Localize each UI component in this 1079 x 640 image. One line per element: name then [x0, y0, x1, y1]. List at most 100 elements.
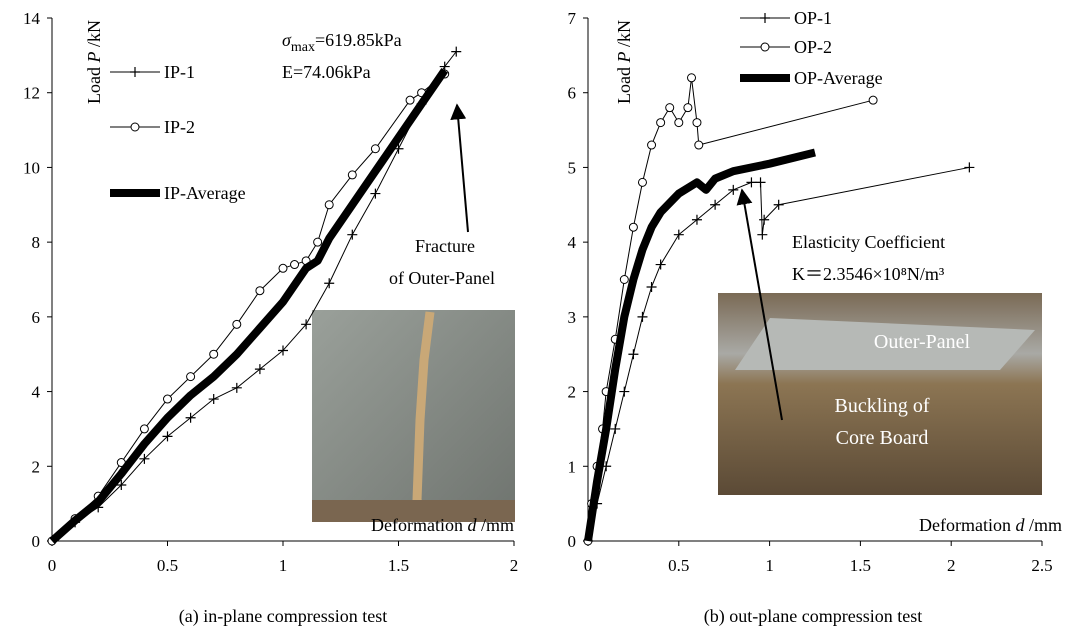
point — [656, 118, 666, 128]
y-tick-label: 1 — [568, 457, 577, 476]
point — [290, 260, 300, 270]
point — [231, 382, 242, 393]
point — [637, 311, 648, 322]
point — [674, 118, 684, 128]
y-tick-label: 4 — [32, 383, 41, 402]
point — [162, 431, 173, 442]
point — [728, 184, 739, 195]
point — [255, 286, 265, 296]
y-axis-label-part: /kN — [84, 20, 104, 52]
series-line — [584, 148, 816, 542]
point — [655, 259, 666, 270]
x-axis-label-part: d — [467, 515, 477, 535]
x-tick-label: 1 — [279, 556, 288, 575]
point — [759, 214, 770, 225]
point — [130, 122, 140, 132]
point — [370, 144, 380, 154]
annotation: of Outer-Panel — [389, 268, 495, 288]
point — [710, 199, 721, 210]
x-axis-label-part: Deformation — [371, 515, 467, 535]
y-tick-label: 12 — [23, 84, 40, 103]
point — [692, 118, 702, 128]
point — [691, 214, 702, 225]
annotation-part: max — [291, 40, 315, 55]
point — [610, 423, 621, 434]
photo-out-plane — [718, 293, 1042, 495]
point — [324, 278, 335, 289]
y-axis-label-part: Load — [84, 63, 104, 104]
point — [278, 263, 288, 273]
x-tick-label: 0 — [48, 556, 57, 575]
point — [139, 424, 149, 434]
y-tick-label: 6 — [568, 84, 577, 103]
point — [757, 229, 768, 240]
caption: (a) in-plane compression test — [179, 606, 387, 627]
point — [324, 200, 334, 210]
point — [370, 188, 381, 199]
point — [232, 319, 242, 329]
x-axis-label-part: /mm — [1024, 515, 1062, 535]
y-tick-label: 2 — [568, 383, 577, 402]
point — [637, 177, 647, 187]
point — [646, 281, 657, 292]
x-axis-label-part: d — [1015, 515, 1025, 535]
point — [755, 177, 766, 188]
arrow — [736, 188, 783, 421]
x-tick-label: 2 — [510, 556, 519, 575]
y-tick-label: 8 — [32, 233, 41, 252]
annotation: K＝2.3546×10⁸N/m³ — [792, 264, 945, 284]
point — [130, 67, 140, 77]
annotation: Elasticity Coefficient — [792, 232, 945, 252]
point — [451, 46, 462, 57]
point — [868, 95, 878, 105]
x-tick-label: 0.5 — [157, 556, 178, 575]
point — [208, 394, 219, 405]
annotation: E=74.06kPa — [282, 62, 371, 82]
point — [313, 237, 323, 247]
y-tick-label: 14 — [23, 9, 41, 28]
y-axis-label: Load P /kN — [614, 20, 634, 104]
point — [964, 162, 975, 173]
annotation: Outer-Panel — [874, 331, 971, 353]
annotation: Buckling of — [835, 395, 930, 417]
annotation-part: σ — [282, 30, 292, 50]
point — [694, 140, 704, 150]
point — [209, 349, 219, 359]
point — [628, 349, 639, 360]
point — [673, 229, 684, 240]
point — [186, 372, 196, 382]
y-axis-label-part: Load — [614, 63, 634, 104]
legend-label: OP-Average — [794, 68, 883, 88]
legend-label: OP-1 — [794, 8, 832, 28]
x-tick-label: 2 — [947, 556, 956, 575]
y-axis-label-part: P — [84, 52, 104, 64]
point — [619, 275, 629, 284]
point — [683, 103, 693, 113]
x-axis-label-part: /mm — [476, 515, 514, 535]
y-tick-label: 3 — [568, 308, 577, 327]
point — [139, 453, 150, 464]
point — [665, 103, 675, 113]
series-line — [49, 68, 448, 544]
x-tick-label: 1.5 — [850, 556, 871, 575]
x-tick-label: 0 — [584, 556, 593, 575]
point — [746, 177, 757, 188]
x-tick-label: 2.5 — [1031, 556, 1052, 575]
point — [628, 222, 638, 232]
y-axis-label-part: P — [614, 52, 634, 64]
y-tick-label: 7 — [568, 9, 577, 28]
y-tick-label: 6 — [32, 308, 41, 327]
legend-label: IP-Average — [164, 183, 246, 203]
point — [347, 229, 358, 240]
point — [760, 13, 770, 23]
y-tick-label: 4 — [568, 233, 577, 252]
series-line — [51, 73, 446, 542]
y-tick-label: 2 — [32, 457, 41, 476]
point — [254, 364, 265, 375]
x-axis-label: Deformation d /mm — [919, 515, 1062, 535]
point — [405, 95, 415, 105]
point — [278, 345, 288, 356]
point — [116, 479, 127, 490]
caption: (b) out-plane compression test — [704, 606, 922, 627]
